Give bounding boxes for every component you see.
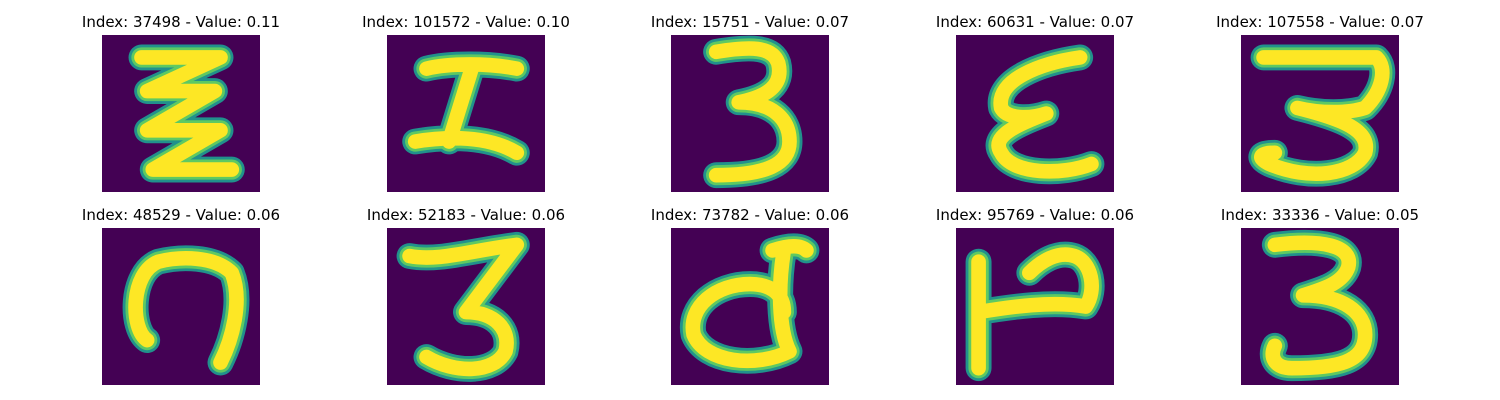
digit-glyph — [387, 228, 545, 385]
stroke-core — [971, 247, 1099, 376]
digit-glyph — [387, 35, 545, 192]
digit-thumbnail — [956, 228, 1114, 385]
digit-glyph — [671, 228, 829, 385]
digit-glyph — [1241, 228, 1399, 385]
cell-title: Index: 37498 - Value: 0.11 — [81, 13, 281, 31]
digit-thumbnail — [671, 228, 829, 385]
digit-glyph — [671, 35, 829, 192]
digit-glyph — [102, 35, 260, 192]
digit-thumbnail — [956, 35, 1114, 192]
stroke-core — [128, 251, 244, 370]
digit-thumbnail — [671, 35, 829, 192]
stroke-core — [991, 50, 1099, 179]
cell-title: Index: 60631 - Value: 0.07 — [935, 13, 1135, 31]
digit-thumbnail — [387, 228, 545, 385]
digit-glyph — [1241, 35, 1399, 192]
stroke-core — [402, 237, 525, 377]
digit-thumbnail — [1241, 35, 1399, 192]
stroke-core — [1254, 50, 1390, 181]
digit-thumbnail — [102, 35, 260, 192]
cell-title: Index: 95769 - Value: 0.06 — [935, 206, 1135, 224]
digit-glyph — [956, 228, 1114, 385]
cell-title: Index: 48529 - Value: 0.06 — [81, 206, 281, 224]
cell-title: Index: 101572 - Value: 0.10 — [362, 13, 570, 31]
cell-title: Index: 33336 - Value: 0.05 — [1220, 206, 1420, 224]
stroke-core — [708, 41, 797, 183]
digit-glyph — [956, 35, 1114, 192]
digit-thumbnail — [1241, 228, 1399, 385]
digit-thumbnail — [102, 228, 260, 385]
stroke-core — [1265, 235, 1373, 376]
cell-title: Index: 15751 - Value: 0.07 — [650, 13, 850, 31]
cell-title: Index: 52183 - Value: 0.06 — [366, 206, 566, 224]
cell-title: Index: 107558 - Value: 0.07 — [1216, 13, 1424, 31]
digit-thumbnail — [387, 35, 545, 192]
cell-title: Index: 73782 - Value: 0.06 — [650, 206, 850, 224]
stroke-core — [134, 50, 240, 177]
stroke-core — [407, 57, 525, 161]
stroke-core — [685, 238, 814, 369]
digit-glyph — [102, 228, 260, 385]
